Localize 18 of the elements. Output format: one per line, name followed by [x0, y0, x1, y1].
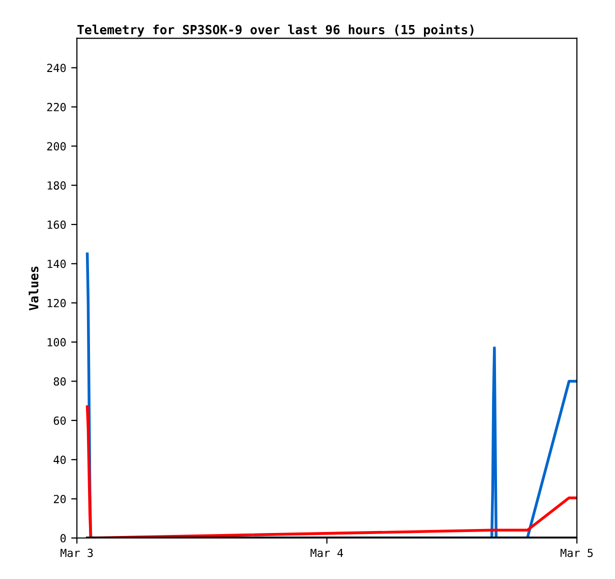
chart-title: Telemetry for SP3SOK-9 over last 96 hours (15 points): [77, 24, 474, 37]
y-tick-label: 20: [54, 494, 66, 504]
y-axis-title: Values: [28, 266, 38, 310]
x-tick-label: Mar 3: [60, 548, 93, 558]
y-tick-label: 200: [47, 142, 66, 151]
y-tick-label: 80: [54, 377, 66, 386]
y-tick-label: 100: [48, 338, 66, 346]
y-tick-label: 160: [48, 220, 66, 229]
y-tick-label: 140: [48, 260, 66, 268]
y-tick-label: 240: [47, 64, 66, 72]
y-tick-label: 0: [60, 534, 66, 542]
x-tick-label: Mar 5: [560, 548, 593, 558]
x-tick-label: Mar 4: [310, 548, 344, 558]
y-tick-label: 40: [54, 456, 66, 464]
y-tick-label: 60: [54, 416, 66, 425]
y-tick-label: 180: [48, 181, 66, 190]
y-tick-label: 220: [47, 102, 66, 112]
y-tick-label: 120: [48, 298, 66, 308]
